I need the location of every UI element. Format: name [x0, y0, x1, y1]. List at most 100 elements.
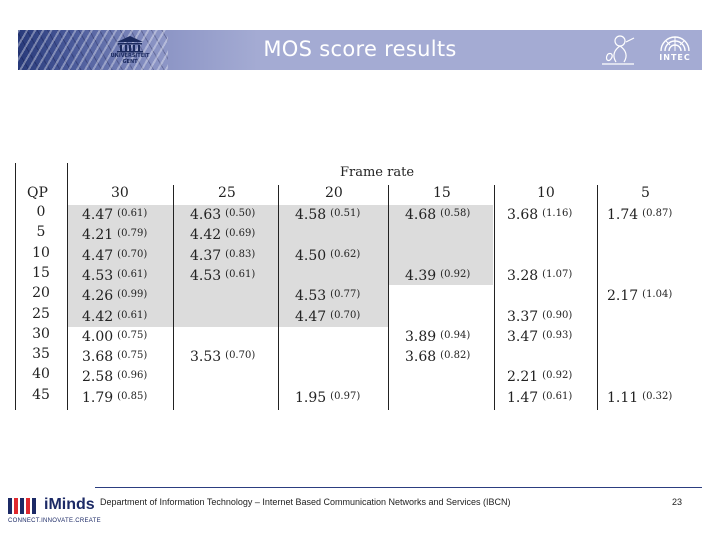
mos-value: 4.53 [190, 267, 222, 284]
std-dev-value: (0.96) [117, 370, 148, 382]
mos-value: 3.68 [405, 349, 437, 366]
std-dev-value: (1.16) [542, 208, 573, 219]
std-dev-value: (0.75) [117, 350, 148, 362]
std-dev-value: (0.93) [542, 329, 573, 341]
std-dev-value: (0.70) [330, 309, 361, 321]
mos-value: 3.68 [82, 349, 114, 366]
std-dev-value: (0.50) [225, 208, 256, 219]
mos-value: 4.21 [82, 227, 114, 244]
mos-value: 1.95 [295, 389, 327, 406]
std-dev-value: (1.04) [642, 289, 673, 301]
table-cell: 4.00 (0.75) [82, 326, 147, 345]
footer-department: Department of Information Technology – I… [100, 497, 511, 507]
std-dev-value: (0.75) [117, 329, 148, 341]
figure-sketch-icon [602, 35, 635, 65]
ugent-line1: UNIVERSITEIT [110, 53, 150, 59]
qp-value: 35 [32, 346, 50, 363]
std-dev-value: (0.92) [440, 268, 471, 280]
table-cell: 4.58 (0.51) [295, 204, 360, 223]
divider-25 [278, 185, 279, 410]
mos-value: 4.00 [82, 328, 114, 345]
divider-15 [494, 185, 495, 410]
table-cell: 4.53 (0.77) [295, 285, 360, 304]
iminds-mark-icon [8, 498, 36, 514]
iminds-logo: iMinds CONNECT.INNOVATE.CREATE [8, 496, 101, 530]
std-dev-value: (0.82) [440, 350, 471, 362]
mos-value: 4.26 [82, 288, 114, 305]
std-dev-value: (0.77) [330, 289, 361, 301]
qp-value: 10 [32, 244, 50, 261]
table-cell: 4.68 (0.58) [405, 204, 470, 223]
iminds-tagline: CONNECT.INNOVATE.CREATE [8, 518, 101, 524]
mos-value: 4.42 [190, 227, 222, 244]
table-cell: 3.68 (0.82) [405, 346, 470, 365]
mos-value: 4.53 [82, 267, 114, 284]
std-dev-value: (0.79) [117, 228, 148, 240]
divider-10 [597, 185, 598, 410]
shade-region-main [68, 205, 493, 285]
table-cell: 1.95 (0.97) [295, 387, 360, 406]
mos-value: 1.47 [507, 389, 539, 406]
std-dev-value: (0.87) [642, 208, 673, 219]
table-cell: 1.74 (0.87) [607, 204, 672, 223]
mos-value: 4.68 [405, 207, 437, 223]
table-cell: 3.47 (0.93) [507, 326, 572, 345]
std-dev-value: (0.85) [117, 390, 148, 402]
table-cell: 4.26 (0.99) [82, 285, 147, 304]
std-dev-value: (0.62) [330, 248, 361, 260]
table-cell: 3.28 (1.07) [507, 265, 572, 284]
col-header-25: 25 [218, 185, 236, 201]
mos-value: 4.53 [295, 288, 327, 305]
std-dev-value: (0.70) [225, 350, 256, 362]
iminds-name: iMinds [44, 496, 95, 513]
table-cell: 4.47 (0.61) [82, 204, 147, 223]
qp-value: 40 [32, 366, 50, 383]
table-cell: 4.47 (0.70) [82, 245, 147, 264]
mos-value: 2.58 [82, 369, 114, 386]
mos-value: 3.47 [507, 328, 539, 345]
table-cell: 4.39 (0.92) [405, 265, 470, 284]
table-cell: 3.53 (0.70) [190, 346, 255, 365]
table-cell: 4.37 (0.83) [190, 245, 255, 264]
intec-arc-icon [660, 36, 690, 52]
std-dev-value: (1.07) [542, 268, 573, 280]
mos-value: 4.63 [190, 207, 222, 223]
ugent-line2: GENT [122, 59, 138, 65]
ugent-logo: UNIVERSITEIT GENT [104, 32, 156, 68]
std-dev-value: (0.61) [542, 390, 573, 402]
col-header-5: 5 [641, 185, 650, 201]
table-cell: 4.21 (0.79) [82, 224, 147, 243]
mos-value: 4.47 [82, 247, 114, 264]
table-cell: 2.17 (1.04) [607, 285, 672, 304]
std-dev-value: (0.61) [117, 268, 148, 280]
std-dev-value: (0.51) [330, 208, 361, 219]
col-header-30: 30 [111, 185, 129, 201]
std-dev-value: (0.69) [225, 228, 256, 240]
col-header-15: 15 [433, 185, 451, 201]
table-cell: 3.68 (1.16) [507, 204, 572, 223]
divider-30 [173, 185, 174, 410]
mos-value: 3.53 [190, 349, 222, 366]
std-dev-value: (0.90) [542, 309, 573, 321]
qp-value: 0 [36, 204, 46, 220]
page-number: 23 [672, 497, 683, 507]
std-dev-value: (0.32) [642, 390, 673, 402]
col-header-10: 10 [537, 185, 555, 201]
divider-left [15, 163, 16, 410]
mos-value: 1.11 [607, 389, 639, 406]
footer-rule [95, 487, 702, 488]
std-dev-value: (0.97) [330, 390, 361, 402]
ugent-building-icon [117, 36, 143, 53]
qp-value: 25 [32, 305, 50, 322]
table-cell: 3.68 (0.75) [82, 346, 147, 365]
std-dev-value: (0.99) [117, 289, 148, 301]
mos-value: 3.37 [507, 308, 539, 325]
mos-value: 4.39 [405, 267, 437, 284]
qp-value: 15 [32, 264, 50, 281]
mos-value: 4.47 [295, 308, 327, 325]
qp-value: 30 [32, 325, 50, 342]
mos-value: 4.42 [82, 308, 114, 325]
banner-texture [18, 30, 168, 70]
col-header-20: 20 [325, 185, 343, 201]
table-cell: 4.53 (0.61) [190, 265, 255, 284]
